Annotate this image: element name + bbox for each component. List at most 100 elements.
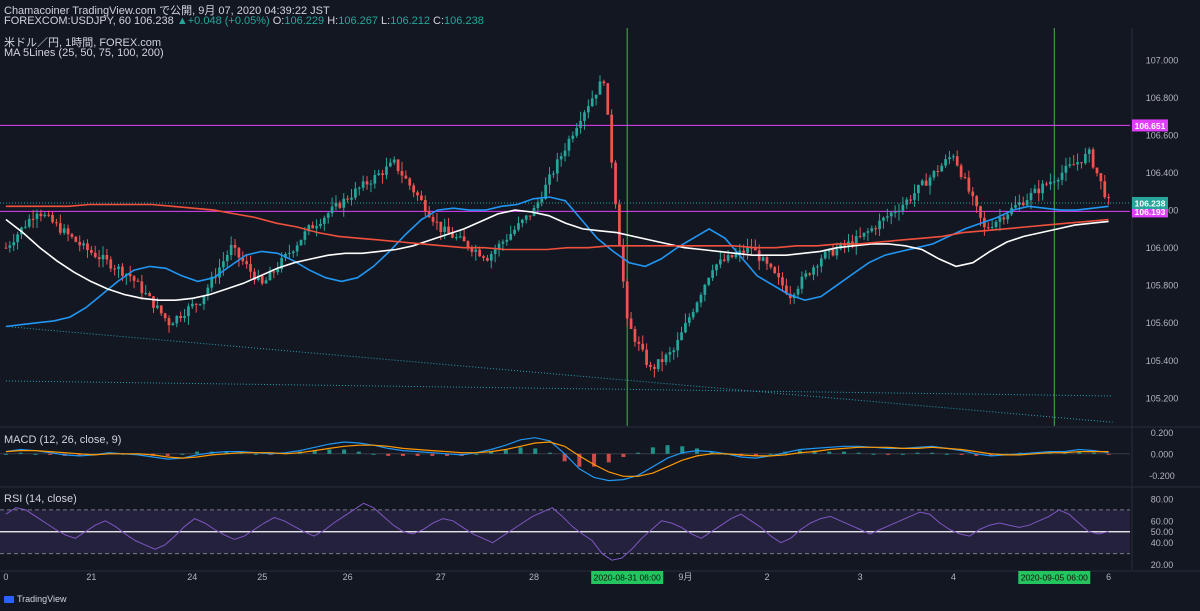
candle-body (691, 311, 695, 318)
candle-body (684, 322, 687, 333)
macd-histogram-bar (974, 453, 979, 456)
macd-histogram-bar (1091, 452, 1096, 454)
candle-body (979, 206, 982, 218)
candle-body (369, 183, 373, 185)
trendline (5, 326, 1113, 423)
rsi-tick-label: 20.00 (1151, 560, 1174, 570)
macd-histogram-bar (503, 449, 508, 454)
time-axis[interactable]: 0 21 24 25 26 27 28 9月 2 3 4 6 (3, 572, 1111, 582)
candle-body (315, 226, 318, 229)
horizontal-levels (0, 124, 1130, 212)
low-value: 106.212 (390, 15, 430, 27)
candle-body (322, 217, 326, 224)
candle-body (618, 204, 621, 246)
candle-body (944, 159, 947, 166)
candle-body (719, 259, 722, 265)
candle-body (466, 241, 470, 248)
candle-body (653, 366, 656, 369)
macd-histogram-bar (3, 453, 8, 455)
candle-body (711, 270, 714, 278)
macd-histogram-bar (518, 447, 523, 454)
macd-histogram-bar (856, 452, 861, 454)
candle-body (1049, 181, 1052, 185)
candle-body (229, 244, 233, 256)
macd-histogram-bar (165, 453, 170, 456)
candle-body (687, 317, 691, 323)
candle-body (668, 352, 672, 355)
time-tick-label: 26 (343, 572, 353, 582)
candle-body (571, 135, 575, 139)
candle-body (1087, 149, 1091, 154)
candle-body (1052, 181, 1056, 183)
macd-histogram-bar (989, 453, 994, 456)
candle-body (377, 173, 381, 175)
candle-body (517, 223, 520, 230)
level-tag-label: 106.193 (1135, 207, 1166, 217)
candle-body (101, 254, 105, 260)
time-tick-label: 4 (951, 572, 956, 582)
candle-body (1056, 179, 1060, 182)
date-tag-bg (1018, 571, 1091, 584)
candle-body (489, 253, 493, 261)
macd-histogram-bar (327, 449, 332, 454)
candle-body (505, 239, 509, 242)
candle-body (443, 226, 447, 233)
candle-body (276, 268, 280, 273)
price-axis[interactable]: 107.000106.800106.600106.400106.200106.0… (1146, 55, 1179, 570)
candle-body (152, 296, 155, 308)
trendlines (5, 326, 1113, 423)
candle-body (583, 112, 586, 121)
macd-histogram-bar (312, 450, 317, 454)
level-tag-label: 106.651 (1135, 121, 1166, 131)
macd-legend: MACD (12, 26, close, 9) (4, 434, 122, 446)
candle-body (734, 253, 738, 258)
candle-body (769, 263, 773, 268)
candle-body (295, 245, 299, 252)
candle-body (74, 236, 78, 242)
candle-body (311, 225, 315, 229)
candle-body (761, 257, 765, 261)
candle-body (520, 219, 524, 224)
candle-body (839, 243, 843, 249)
candle-body (51, 214, 54, 223)
date-tag-label: 2020-08-31 06:00 (594, 573, 661, 583)
candle-body (1080, 162, 1083, 164)
candle-body (416, 192, 419, 196)
macd-histogram-bar (841, 451, 846, 454)
candle-body (540, 198, 544, 203)
macd-histogram-bar (547, 452, 552, 454)
candle-body (909, 199, 912, 201)
candle-body (16, 234, 19, 243)
symbol-ohlc: FOREXCOM:USDJPY, 60 106.238 ▲+0.048 (+0.… (4, 15, 484, 27)
candle-body (645, 349, 648, 365)
macd-histogram-bar (489, 451, 494, 454)
rsi-legend: RSI (14, close) (4, 493, 77, 505)
price-tick-label: 105.800 (1146, 281, 1179, 291)
candle-body (288, 253, 291, 255)
rsi-line (5, 502, 1109, 561)
candle-body (303, 231, 307, 240)
candle-body (350, 197, 353, 200)
candle-body (233, 244, 237, 248)
tradingview-logo[interactable]: TradingView (4, 594, 67, 604)
ma-line-ma-25 (5, 196, 1109, 328)
candle-body (924, 180, 928, 186)
price-tick-label: 105.600 (1146, 318, 1179, 328)
candle-body (218, 267, 221, 278)
candle-body (555, 159, 559, 174)
candle-body (435, 221, 439, 223)
macd-histogram-bar (930, 452, 935, 454)
candle-body (334, 202, 338, 207)
candle-body (1072, 164, 1076, 166)
candle-body (552, 173, 555, 175)
candle-body (70, 234, 74, 237)
rsi-tick-label: 60.00 (1151, 516, 1174, 526)
candle-body (47, 214, 51, 216)
candle-body (431, 217, 435, 222)
macd-histogram-bar (533, 448, 538, 454)
candle-body (23, 226, 27, 228)
candle-body (955, 156, 959, 166)
candle-body (474, 249, 478, 252)
candle-body (4, 247, 8, 249)
